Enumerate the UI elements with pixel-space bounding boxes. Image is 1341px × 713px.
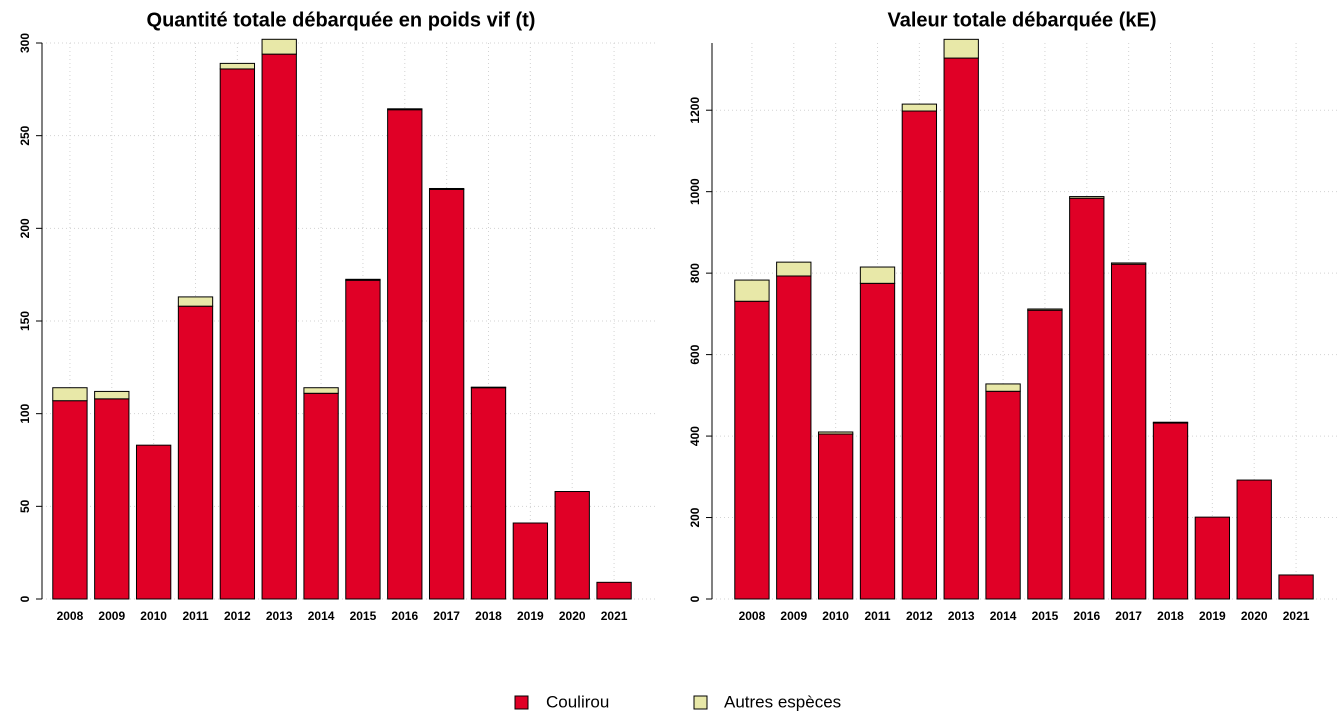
bar-segment bbox=[428, 188, 465, 600]
chart-title: Quantité totale débarquée en poids vif (… bbox=[147, 9, 536, 31]
bar-segment bbox=[261, 53, 297, 600]
bar-segment bbox=[219, 62, 256, 70]
bar-segment bbox=[985, 383, 1021, 392]
bar-segment bbox=[596, 581, 632, 600]
bar-segment bbox=[943, 57, 979, 600]
x-tick-label: 2016 bbox=[391, 609, 418, 623]
bar-segment bbox=[512, 522, 549, 600]
bar-segment bbox=[135, 444, 172, 600]
bar-segment bbox=[177, 305, 214, 600]
x-tick-label: 2016 bbox=[1073, 609, 1100, 623]
bar-segment bbox=[94, 398, 130, 600]
bar-segment bbox=[387, 109, 423, 600]
x-tick-label: 2012 bbox=[906, 609, 933, 623]
bar-segment bbox=[387, 108, 423, 111]
y-tick-label: 200 bbox=[688, 507, 702, 527]
bar-segment bbox=[817, 431, 854, 435]
bar-segment bbox=[1236, 479, 1272, 600]
bar-segment bbox=[901, 103, 938, 112]
bar-segment bbox=[901, 110, 938, 600]
legend-label: Autres espèces bbox=[724, 692, 841, 711]
bar-segment bbox=[1027, 309, 1063, 600]
bar-segment bbox=[1069, 196, 1105, 199]
bar-segment bbox=[859, 266, 896, 284]
y-tick-label: 1000 bbox=[688, 178, 702, 205]
legend-swatch bbox=[693, 695, 708, 710]
x-tick-label: 2015 bbox=[350, 609, 377, 623]
bar-segment bbox=[52, 400, 88, 600]
bar-segment bbox=[1152, 422, 1189, 600]
bar-segment bbox=[985, 390, 1021, 600]
y-tick-label: 300 bbox=[18, 33, 32, 53]
y-tick-label: 0 bbox=[688, 595, 702, 602]
x-tick-label: 2009 bbox=[98, 609, 125, 623]
y-tick-label: 400 bbox=[688, 426, 702, 446]
bar-segment bbox=[859, 282, 896, 600]
bar-segment bbox=[1278, 574, 1314, 600]
bar-segment bbox=[1027, 308, 1063, 311]
x-tick-label: 2021 bbox=[1283, 609, 1310, 623]
x-tick-label: 2008 bbox=[739, 609, 766, 623]
y-tick-label: 1200 bbox=[688, 97, 702, 124]
y-tick-label: 250 bbox=[18, 125, 32, 145]
y-tick-label: 0 bbox=[18, 595, 32, 602]
bar-segment bbox=[1194, 516, 1231, 600]
bar-segment bbox=[52, 387, 88, 402]
x-tick-label: 2010 bbox=[822, 609, 849, 623]
bar-segment bbox=[1110, 263, 1147, 600]
x-tick-label: 2020 bbox=[559, 609, 586, 623]
x-tick-label: 2015 bbox=[1032, 609, 1059, 623]
y-tick-label: 800 bbox=[688, 263, 702, 283]
bar-segment bbox=[94, 390, 130, 400]
x-tick-label: 2011 bbox=[864, 609, 890, 623]
x-tick-label: 2009 bbox=[780, 609, 807, 623]
x-tick-label: 2019 bbox=[517, 609, 544, 623]
bar-segment bbox=[1152, 421, 1189, 424]
bar-segment bbox=[261, 38, 297, 55]
bar-segment bbox=[219, 68, 256, 600]
bar-segment bbox=[817, 433, 854, 600]
x-tick-label: 2011 bbox=[182, 609, 208, 623]
y-tick-label: 100 bbox=[18, 403, 32, 423]
x-tick-label: 2008 bbox=[57, 609, 84, 623]
y-tick-label: 200 bbox=[18, 218, 32, 238]
bar-segment bbox=[776, 261, 812, 277]
x-tick-label: 2019 bbox=[1199, 609, 1226, 623]
bar-segment bbox=[303, 392, 339, 600]
bar-segment bbox=[734, 279, 770, 302]
bar-segment bbox=[1069, 197, 1105, 600]
bar-segment bbox=[428, 187, 465, 190]
bar-segment bbox=[345, 279, 381, 600]
bar-segment bbox=[177, 296, 214, 307]
chart-title: Valeur totale débarquée (kE) bbox=[888, 9, 1157, 31]
y-tick-label: 50 bbox=[18, 499, 32, 513]
x-tick-label: 2010 bbox=[140, 609, 167, 623]
x-tick-label: 2020 bbox=[1241, 609, 1268, 623]
legend-swatch bbox=[514, 695, 529, 710]
bar-segment bbox=[470, 387, 507, 600]
x-tick-label: 2014 bbox=[308, 609, 335, 623]
x-tick-label: 2012 bbox=[224, 609, 251, 623]
y-tick-label: 150 bbox=[18, 311, 32, 331]
bar-segment bbox=[734, 300, 770, 600]
bar-segment bbox=[554, 491, 590, 600]
x-tick-label: 2021 bbox=[601, 609, 628, 623]
x-tick-label: 2018 bbox=[475, 609, 502, 623]
bar-segment bbox=[943, 38, 979, 59]
bar-segment bbox=[303, 387, 339, 394]
x-tick-label: 2018 bbox=[1157, 609, 1184, 623]
bar-segment bbox=[470, 386, 507, 389]
x-tick-label: 2013 bbox=[948, 609, 975, 623]
x-tick-label: 2013 bbox=[266, 609, 293, 623]
x-tick-label: 2014 bbox=[990, 609, 1017, 623]
x-tick-label: 2017 bbox=[1115, 609, 1142, 623]
bar-segment bbox=[776, 275, 812, 600]
y-tick-label: 600 bbox=[688, 344, 702, 364]
legend-label: Coulirou bbox=[546, 692, 609, 711]
x-tick-label: 2017 bbox=[433, 609, 460, 623]
bar-segment bbox=[1110, 262, 1147, 265]
bar-segment bbox=[345, 278, 381, 281]
